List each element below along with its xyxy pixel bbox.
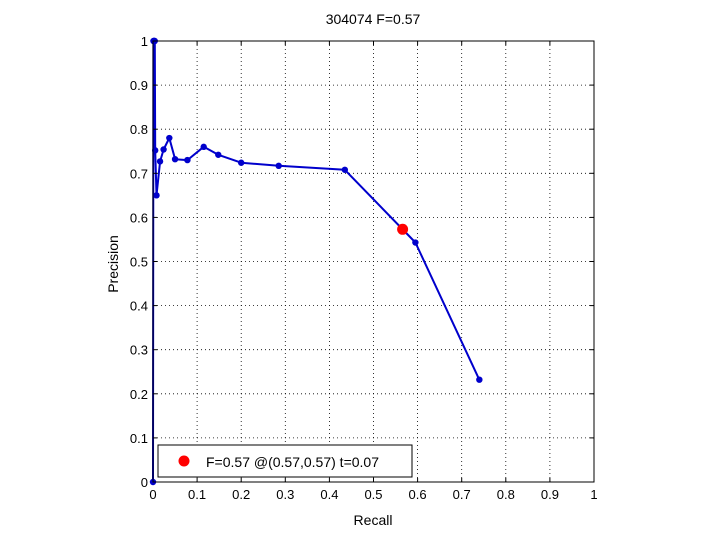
pr-curve-point <box>156 158 164 165</box>
y-tick-label: 0.4 <box>130 299 148 314</box>
y-tick-label: 0.5 <box>130 255 148 270</box>
pr-curve-point <box>238 159 245 166</box>
axis-ticks <box>152 40 595 483</box>
legend: F=0.57 @(0.57,0.57) t=0.07 <box>157 444 413 478</box>
legend-box <box>157 444 413 478</box>
x-tick-label: 0.2 <box>232 487 250 502</box>
y-tick-label: 0.9 <box>130 78 148 93</box>
pr-curve-point <box>171 155 179 163</box>
x-tick-label: 0 <box>149 487 156 502</box>
x-tick-label: 0.8 <box>497 487 515 502</box>
y-tick-label: 0.1 <box>130 431 148 446</box>
pr-curve-point <box>412 239 419 246</box>
chart-title: 304074 F=0.57 <box>326 11 421 27</box>
y-tick-labels: 0 0.1 0.2 0.3 0.4 0.5 0.6 0.7 0.8 0.9 1 <box>130 34 148 490</box>
y-tick-label: 1 <box>141 34 148 49</box>
y-tick-label: 0.3 <box>130 343 148 358</box>
x-tick-label: 0.4 <box>320 487 338 502</box>
legend-entry-label: F=0.57 @(0.57,0.57) t=0.07 <box>206 454 379 470</box>
pr-curve-point <box>200 143 207 151</box>
x-tick-labels: 0 0.1 0.2 0.3 0.4 0.5 0.6 0.7 0.8 0.9 1 <box>149 487 597 502</box>
y-tick-label: 0.6 <box>130 210 148 225</box>
x-tick-label: 0.1 <box>188 487 206 502</box>
y-tick-label: 0.8 <box>130 122 148 137</box>
pr-curve-point <box>476 376 483 383</box>
pr-curve-point <box>275 162 282 170</box>
pr-curve-point <box>341 166 349 173</box>
pr-curve-point <box>215 151 222 158</box>
x-tick-label: 0.7 <box>453 487 471 502</box>
x-tick-label: 0.6 <box>409 487 427 502</box>
y-tick-label: 0.2 <box>130 387 148 402</box>
best-f-marker <box>397 223 409 235</box>
pr-curve-point <box>184 156 191 164</box>
pr-curve-point <box>166 134 173 142</box>
pr-curve-point <box>153 192 160 199</box>
y-axis-label: Precision <box>105 235 121 293</box>
legend-marker-swatch <box>178 455 190 467</box>
x-tick-label: 0.9 <box>541 487 559 502</box>
y-tick-label: 0 <box>141 475 148 490</box>
marker-layer <box>397 223 409 235</box>
y-tick-label: 0.7 <box>130 166 148 181</box>
x-tick-label: 0.3 <box>276 487 294 502</box>
pr-curve-point <box>152 147 159 154</box>
x-tick-label: 0.5 <box>364 487 382 502</box>
x-tick-label: 1 <box>590 487 597 502</box>
grid <box>153 41 594 482</box>
x-axis-label: Recall <box>354 512 393 528</box>
pr-curve-point <box>160 146 167 153</box>
